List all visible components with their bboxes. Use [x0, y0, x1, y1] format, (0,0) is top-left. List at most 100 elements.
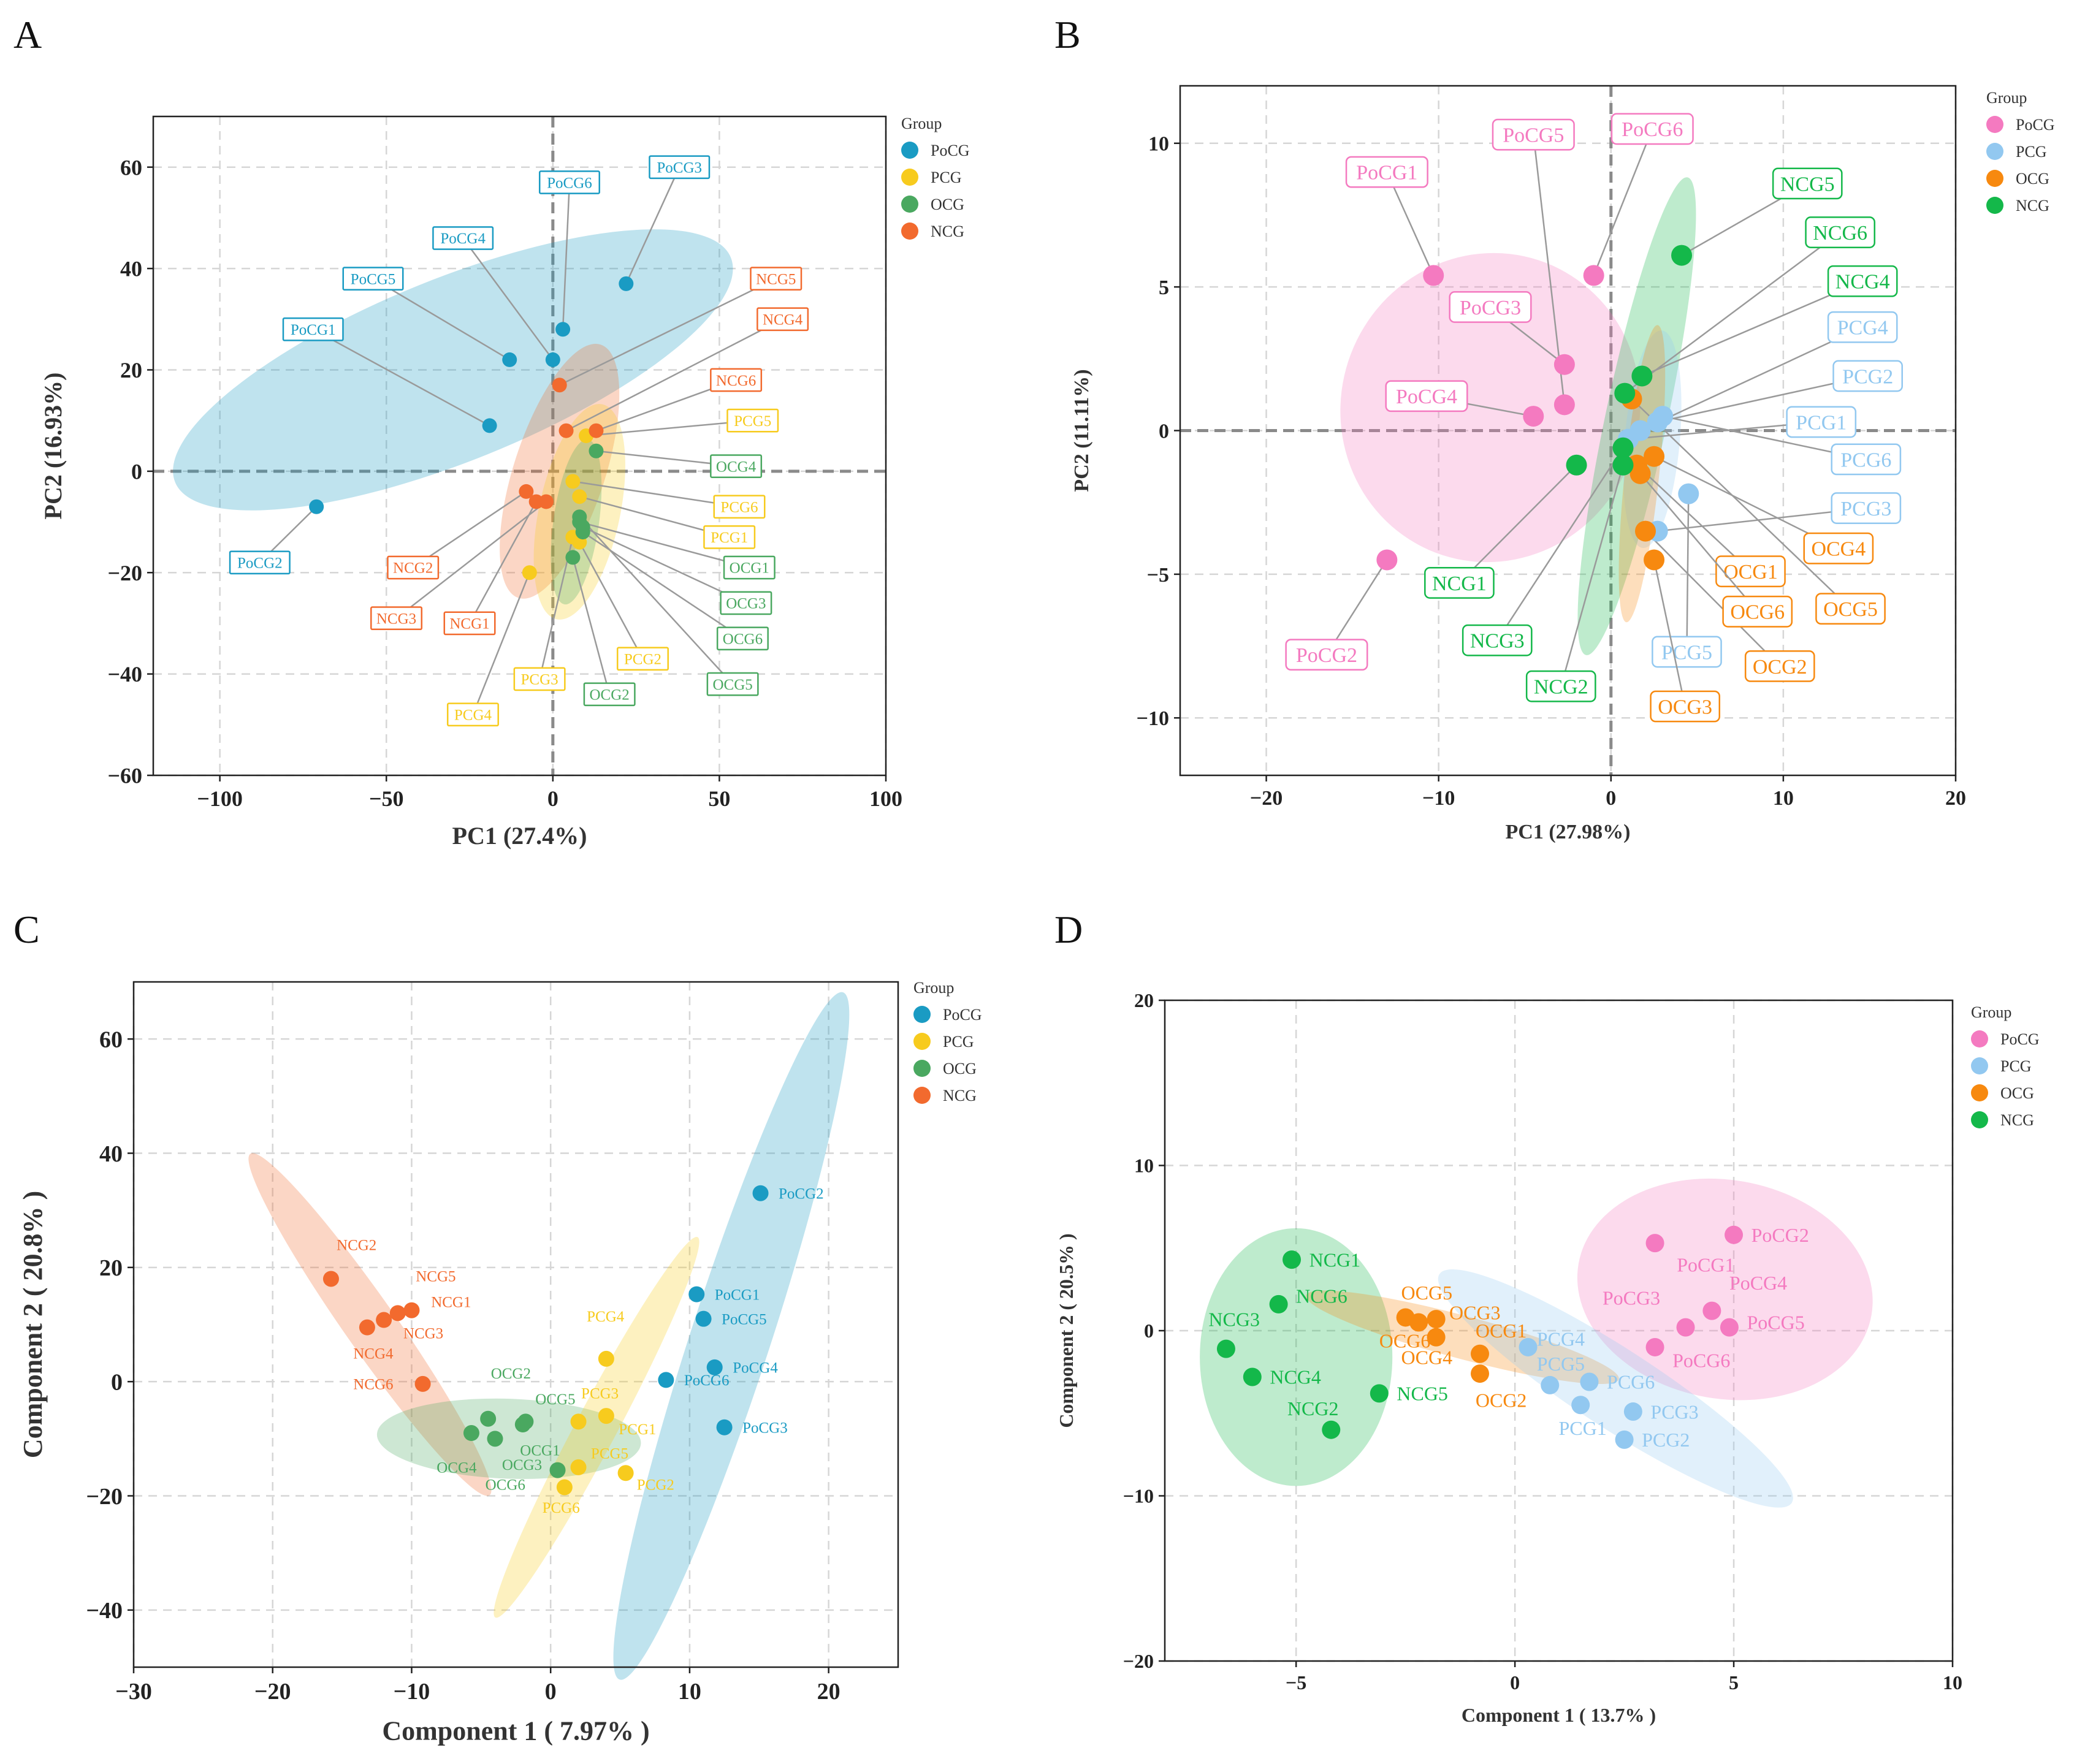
x-tick-label: 0	[547, 786, 558, 811]
point-ncg6	[1269, 1294, 1288, 1313]
point-pocg2	[1376, 549, 1398, 571]
point-label: NCG4	[353, 1345, 394, 1362]
legend-title: Group	[901, 115, 942, 132]
point-label: PCG4	[587, 1309, 625, 1325]
point-label: PoCG1	[1677, 1253, 1734, 1275]
point-pocg2	[1725, 1225, 1744, 1244]
legend-label-pcg: PCG	[943, 1033, 974, 1051]
point-ocg6	[1630, 463, 1651, 484]
y-tick-label: 20	[1134, 989, 1154, 1011]
x-tick-label: −30	[115, 1679, 152, 1705]
point-pocg4	[706, 1359, 723, 1375]
point-ncg3	[376, 1312, 392, 1328]
ellipse-pcg	[494, 1237, 699, 1618]
legend-label-ocg: OCG	[2000, 1084, 2034, 1102]
point-label: PoCG2	[1296, 644, 1357, 667]
point-label: PCG5	[734, 413, 771, 430]
point-label: PoCG3	[1603, 1287, 1660, 1309]
legend: Group PoCG PCG OCG NCG	[1971, 1003, 2040, 1129]
y-tick-label: 0	[1144, 1320, 1154, 1342]
point-ncg1	[1283, 1250, 1302, 1269]
label-box	[710, 454, 763, 478]
point-label: PoCG2	[237, 555, 283, 571]
label-box	[513, 667, 566, 691]
point-label: NCG1	[431, 1294, 471, 1310]
label-box	[282, 317, 344, 341]
label-box	[370, 606, 423, 631]
point-pcg4	[1519, 1337, 1538, 1356]
label-box	[446, 702, 499, 727]
point-pcg1	[1571, 1396, 1590, 1415]
legend-marker-pcg	[1971, 1057, 1988, 1074]
point-label: PoCG4	[733, 1360, 778, 1377]
point-label: OCG3	[726, 596, 766, 612]
point-ocg4	[1644, 446, 1665, 467]
x-tick-label: 10	[1943, 1671, 1962, 1694]
point-ncg6	[589, 423, 604, 438]
legend-label-ocg: OCG	[931, 196, 964, 213]
legend: Group PoCG PCG OCG NCG	[913, 979, 982, 1104]
legend-marker-pcg	[1986, 143, 2003, 160]
x-tick-label: 20	[1945, 787, 1966, 810]
legend-marker-ocg	[1986, 170, 2003, 187]
grid-lines	[132, 982, 898, 1667]
point-label: PoCG4	[1396, 386, 1457, 408]
legend-marker-ncg	[913, 1087, 931, 1104]
point-label: PCG6	[720, 499, 758, 515]
point-label: PoCG3	[1460, 297, 1521, 319]
point-pcg5	[570, 1459, 587, 1475]
point-labels: PoCG1 PoCG2 PoCG3 PoCG4 PoCG5 PoCG6 PCG1 PCG2 PC…	[337, 1185, 824, 1516]
y-tick-label: 20	[120, 358, 142, 382]
point-label: OCG5	[712, 677, 752, 693]
leader-line	[1386, 172, 1435, 276]
panel-letter-d: D	[1054, 908, 1083, 951]
y-tick-label: 60	[99, 1027, 123, 1052]
point-pocg6	[1676, 1318, 1695, 1337]
point-pcg6	[1652, 406, 1674, 427]
label-box	[726, 408, 779, 433]
point-label: PCG3	[521, 672, 558, 688]
point-pocg2	[752, 1185, 769, 1201]
y-tick-label: −10	[1137, 707, 1169, 730]
point-ocg2	[1471, 1364, 1489, 1383]
leader-line	[1639, 473, 1758, 612]
data-points	[1376, 245, 1699, 571]
point-label: PoCG4	[440, 230, 486, 247]
label-box	[750, 267, 802, 291]
point-label: PoCG5	[1747, 1312, 1804, 1334]
legend-label-ocg: OCG	[943, 1060, 977, 1078]
label-box	[538, 170, 600, 194]
leader-line	[562, 182, 571, 330]
legend-marker-pocg	[913, 1006, 931, 1023]
data-points	[1216, 1225, 1744, 1449]
point-ncg6	[414, 1375, 431, 1392]
point-label: PCG4	[1537, 1328, 1585, 1350]
y-tick-label: −20	[86, 1484, 123, 1510]
legend-marker-ocg	[1971, 1084, 1988, 1101]
legend-marker-pocg	[1986, 116, 2003, 133]
point-label: OCG6	[1730, 601, 1785, 624]
legend-marker-ncg	[1986, 197, 2003, 214]
panel-a: A −100 −50 0 50 100 −60 −40 −20 0 20 40 60 PC1 (27.4%…	[13, 13, 970, 850]
ellipse-ncg	[500, 343, 620, 599]
point-pcg4	[522, 565, 537, 580]
axis-ticks: −30 −20 −10 0 10 20 −40 −20 0 20 40 60	[86, 1027, 840, 1705]
point-ocg6	[575, 525, 590, 540]
leader-line	[582, 526, 747, 604]
x-tick-label: 10	[1773, 787, 1794, 810]
x-tick-label: −20	[1250, 787, 1283, 810]
leader-line	[1641, 280, 1863, 377]
panel-c: C −30 −20 −10 0 10 20 −40 −20 0 20 40 60 Component 1 …	[13, 908, 982, 1746]
leader-line	[573, 481, 740, 508]
point-ocg6	[1409, 1313, 1428, 1332]
label-box	[1786, 406, 1857, 438]
point-label: NCG6	[1813, 222, 1867, 245]
y-tick-label: 0	[131, 459, 142, 484]
point-label: NCG5	[756, 271, 796, 287]
point-ocg5	[517, 1413, 534, 1430]
leader-line	[582, 531, 744, 639]
label-box	[706, 672, 759, 696]
point-label: PoCG6	[684, 1372, 730, 1389]
legend-marker-pocg	[901, 142, 918, 159]
point-label: OCG2	[491, 1366, 531, 1382]
